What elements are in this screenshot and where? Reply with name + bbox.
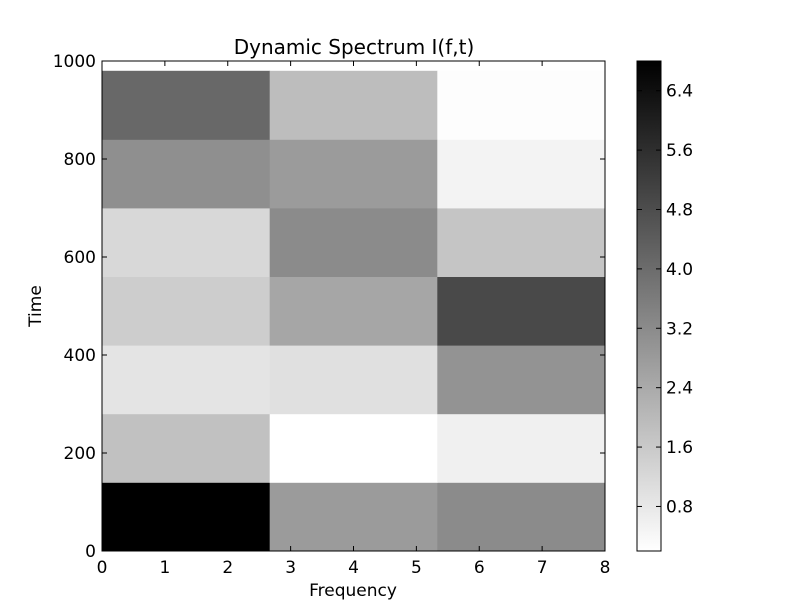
heatmap-cell [269,276,438,346]
y-axis-label: Time [26,285,46,328]
heatmap-cell [269,413,438,483]
x-tick-label: 0 [97,558,108,578]
x-tick-label: 5 [411,558,422,578]
x-tick-label: 8 [600,558,611,578]
heatmap-cell [102,413,271,483]
heatmap-cells [102,70,606,552]
colorbar-tick-label: 6.4 [666,82,693,102]
y-axis-ticks: 0 200 400 600 800 1000 [53,52,605,562]
heatmap-cell [102,345,271,415]
x-axis-ticks: 0 1 2 3 4 5 6 7 8 [97,61,611,578]
y-tick-label: 0 [85,542,96,562]
x-tick-label: 4 [348,558,359,578]
y-tick-label: 400 [64,346,96,366]
y-tick-label: 200 [64,444,96,464]
x-tick-label: 7 [537,558,548,578]
x-tick-label: 6 [474,558,485,578]
heatmap-cell [437,276,606,346]
heatmap-cell [269,345,438,415]
heatmap-cell [269,70,438,140]
heatmap-cell [437,413,606,483]
heatmap-cell [102,208,271,277]
y-tick-label: 1000 [53,52,96,72]
colorbar-tick-label: 3.2 [666,319,693,339]
heatmap-cell [269,208,438,277]
x-tick-label: 3 [285,558,296,578]
x-tick-label: 2 [222,558,233,578]
heatmap-cell [437,208,606,277]
heatmap-cell [269,482,438,552]
heatmap-cell [437,139,606,209]
heatmap-cell [102,70,271,140]
heatmap-cell [102,276,271,346]
heatmap-cell [437,482,606,552]
colorbar [636,60,662,552]
heatmap-cell [269,139,438,209]
chart-title: Dynamic Spectrum I(f,t) [234,35,475,59]
colorbar-tick-label: 1.6 [666,438,693,458]
heatmap-cell [102,482,271,552]
colorbar-tick-label: 0.8 [666,497,693,517]
heatmap-cell [102,139,271,209]
colorbar-tick-label: 4.0 [666,260,693,280]
colorbar-ticks: 0.8 1.6 2.4 3.2 4.0 4.8 5.6 6.4 [637,82,693,517]
colorbar-tick-label: 5.6 [666,141,693,161]
heatmap-cell [437,345,606,415]
heatmap-cell [437,70,606,140]
y-tick-label: 600 [64,248,96,268]
colorbar-tick-label: 4.8 [666,200,693,220]
x-axis-label: Frequency [309,581,397,601]
colorbar-tick-label: 2.4 [666,379,693,399]
y-tick-label: 800 [64,150,96,170]
x-tick-label: 1 [159,558,170,578]
